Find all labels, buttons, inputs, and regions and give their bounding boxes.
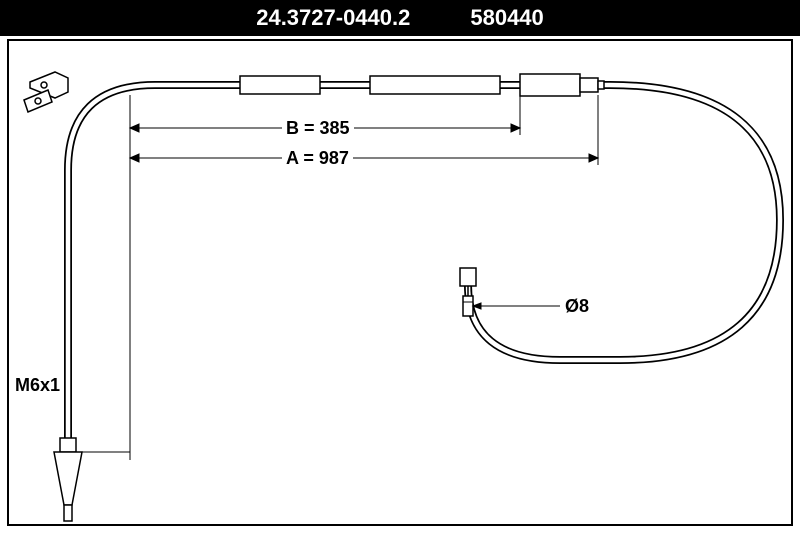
sleeve-1 [240, 76, 320, 94]
cable-main [68, 85, 780, 438]
technical-drawing [0, 0, 800, 533]
end-fitting-top [520, 74, 604, 96]
threaded-end [54, 438, 82, 521]
cable-end-right [460, 268, 476, 286]
mounting-clip [24, 72, 68, 112]
pin-end [463, 296, 473, 316]
dim-b-label: B = 385 [282, 118, 354, 139]
dim-a-label: A = 987 [282, 148, 353, 169]
sleeve-2 [370, 76, 500, 94]
thread-label: M6x1 [15, 375, 60, 396]
diameter-label: Ø8 [565, 296, 589, 317]
leader-diameter [473, 303, 560, 309]
